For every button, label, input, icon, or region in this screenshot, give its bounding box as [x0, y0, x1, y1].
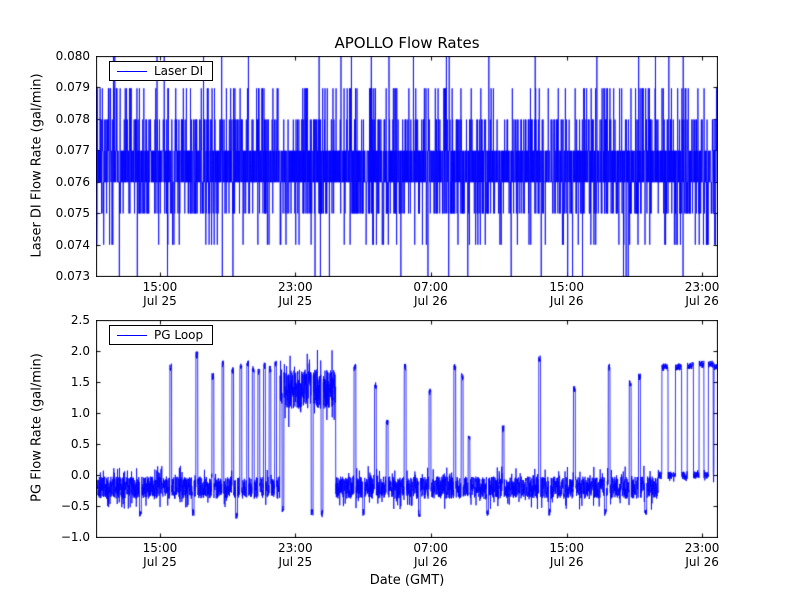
x-tick-time: 23:00	[278, 541, 313, 555]
x-tick-label: 23:00 Jul 26	[666, 280, 738, 308]
legend-line-sample	[117, 334, 147, 336]
x-tick-date: Jul 26	[685, 555, 719, 569]
y-tick-label: 0.073	[55, 269, 90, 283]
legend-pg-loop: PG Loop	[109, 325, 214, 345]
x-tick-time: 15:00	[549, 541, 584, 555]
x-tick-date: Jul 25	[278, 294, 313, 308]
y-tick-label: 2.5	[70, 313, 90, 327]
laser-di-plot	[96, 56, 718, 277]
y-tick-label: 1.0	[70, 406, 90, 420]
x-tick-label: 15:00 Jul 25	[124, 541, 196, 569]
y-tick-label: −1.0	[60, 530, 90, 544]
x-tick-date: Jul 26	[413, 555, 448, 569]
legend-label: Laser DI	[154, 64, 204, 78]
y-tick-label: 0.074	[55, 237, 90, 252]
y-tick-label: 0.5	[70, 437, 90, 451]
x-tick-time: 15:00	[142, 541, 178, 555]
pg-loop-plot	[96, 320, 718, 538]
x-tick-label: 15:00 Jul 26	[531, 541, 603, 569]
x-tick-time: 23:00	[278, 280, 313, 294]
y-tick-label: 0.076	[55, 174, 90, 189]
x-tick-date: Jul 26	[549, 555, 584, 569]
y-tick-label: 0.0	[70, 468, 90, 482]
x-tick-date: Jul 25	[278, 555, 313, 569]
x-tick-date: Jul 26	[413, 294, 448, 308]
x-tick-time: 15:00	[142, 280, 178, 294]
x-tick-date: Jul 25	[143, 555, 177, 569]
x-tick-label: 23:00 Jul 26	[666, 541, 738, 569]
legend-label: PG Loop	[154, 328, 204, 342]
x-tick-date: Jul 26	[685, 294, 719, 308]
x-tick-date: Jul 26	[549, 294, 584, 308]
x-tick-time: 23:00	[684, 280, 720, 294]
y-tick-label: 0.078	[55, 111, 90, 126]
x-tick-label: 07:00 Jul 26	[395, 280, 467, 308]
x-tick-time: 23:00	[684, 541, 720, 555]
y-tick-label: 0.079	[55, 80, 90, 95]
x-tick-time: 15:00	[549, 280, 584, 294]
chart-title: APOLLO Flow Rates	[334, 34, 480, 52]
y-tick-label: −0.5	[60, 499, 90, 513]
y-tick-label: 0.077	[55, 143, 90, 158]
legend-laser-di: Laser DI	[109, 61, 214, 81]
x-tick-label: 15:00 Jul 25	[124, 280, 196, 308]
legend-line-sample	[117, 70, 147, 72]
x-tick-label: 23:00 Jul 25	[259, 280, 331, 308]
x-tick-time: 07:00	[413, 541, 449, 555]
y-tick-label: 0.080	[55, 49, 90, 63]
x-tick-label: 15:00 Jul 26	[531, 280, 603, 308]
x-tick-label: 07:00 Jul 26	[395, 541, 467, 569]
pg-y-axis-label: PG Flow Rate (gal/min)	[29, 353, 45, 502]
y-tick-label: 1.5	[70, 375, 90, 389]
x-tick-date: Jul 25	[143, 294, 177, 308]
x-tick-label: 23:00 Jul 25	[259, 541, 331, 569]
x-axis-label: Date (GMT)	[369, 573, 445, 588]
y-tick-label: 0.075	[55, 206, 90, 221]
x-tick-time: 07:00	[413, 280, 449, 294]
y-tick-label: 2.0	[70, 344, 90, 358]
